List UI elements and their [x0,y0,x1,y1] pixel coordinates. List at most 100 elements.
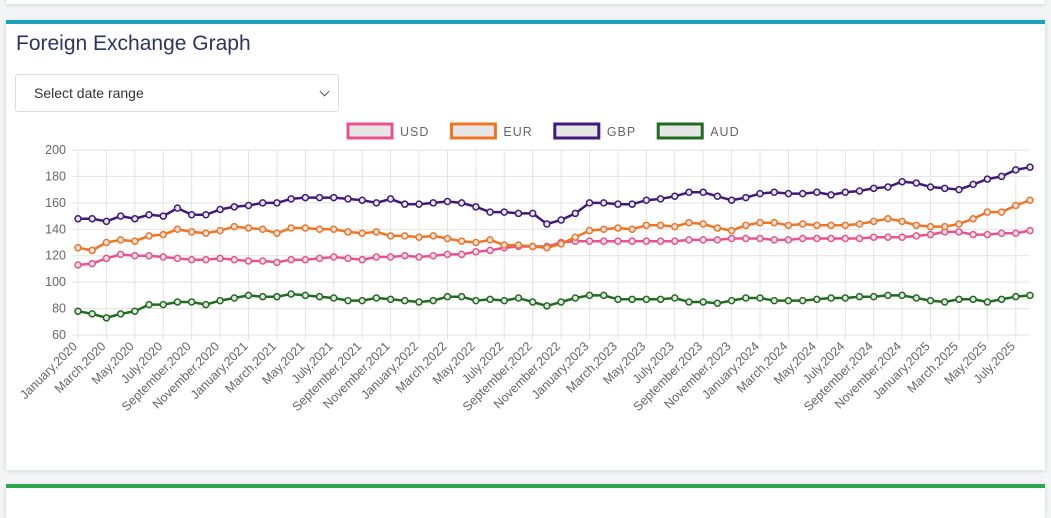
data-point [543,302,551,310]
data-point [102,217,111,226]
data-point [131,214,139,223]
y-tick-label: 120 [45,249,66,263]
data-point [926,296,935,305]
data-point [145,232,153,240]
data-point [372,228,381,236]
data-point [756,189,764,198]
data-point [258,257,267,265]
data-point [884,183,892,191]
data-point [287,195,295,203]
data-point [599,199,608,207]
data-point [472,296,480,305]
y-tick-label: 200 [45,143,66,157]
data-point [1012,201,1020,210]
y-tick-label: 140 [45,222,66,236]
data-point [855,220,864,228]
data-point [969,180,977,189]
data-point [926,230,935,239]
data-point [528,209,537,218]
data-point [301,193,310,202]
legend-label: EUR [503,125,532,139]
data-point [997,295,1006,304]
data-point [429,232,437,240]
data-point [955,220,963,228]
data-point [443,250,452,259]
data-point [244,257,253,265]
data-point [571,233,580,241]
chart: 6080100120140160180200January,2020March,… [17,122,1034,414]
data-point [486,236,494,244]
data-point [727,196,736,204]
data-point [784,189,793,198]
data-point [358,229,366,237]
data-point [159,253,168,261]
data-point [671,222,679,231]
data-point [457,237,466,245]
data-point [88,310,96,318]
data-point [756,294,764,302]
date-range-select[interactable]: Select date range [15,74,339,112]
data-point [742,221,750,230]
data-point [656,221,665,230]
data-point [102,254,111,263]
data-point [401,251,409,260]
data-point [330,225,338,234]
data-point [401,296,409,305]
data-point [429,296,437,305]
data-point [656,295,665,304]
data-point [216,296,224,305]
data-point [429,199,437,207]
data-point [344,195,352,203]
data-point [315,292,324,301]
data-point [173,225,182,234]
data-point [798,296,807,305]
data-point [571,209,580,218]
data-point [770,296,778,305]
data-point [1012,229,1020,237]
data-point [273,258,281,267]
data-point [202,229,210,237]
data-point [230,222,239,231]
data-point [912,221,921,230]
data-point [997,208,1006,216]
data-point [997,229,1006,237]
data-point [187,255,196,264]
data-point [187,211,196,219]
data-point [116,236,125,244]
data-point [656,195,665,203]
data-point [202,211,210,219]
data-point [116,310,125,318]
y-tick-label: 160 [45,196,66,210]
data-point [770,236,778,244]
card-title: Foreign Exchange Graph [16,32,251,55]
data-point [585,226,594,235]
data-point [940,184,949,193]
data-point [457,292,466,301]
data-point [926,183,935,191]
data-point [869,233,878,241]
data-point [614,295,622,304]
y-tick-label: 100 [45,275,66,289]
data-point [855,234,864,243]
data-point [386,253,395,261]
data-point [756,234,764,243]
data-point [742,294,750,302]
data-point [699,220,707,228]
data-point [230,294,239,302]
data-point [614,224,622,232]
data-point [486,208,494,216]
data-point [869,217,878,226]
data-point [727,234,736,243]
data-point [798,220,807,228]
data-point [770,188,778,197]
legend-label: GBP [607,125,636,139]
legend-swatch [346,122,394,140]
data-point [258,292,267,301]
data-point [472,248,480,256]
data-point [415,253,423,261]
data-point [727,296,736,305]
data-point [315,193,324,202]
data-point [898,233,906,241]
data-point [258,199,267,207]
data-point [244,224,253,232]
